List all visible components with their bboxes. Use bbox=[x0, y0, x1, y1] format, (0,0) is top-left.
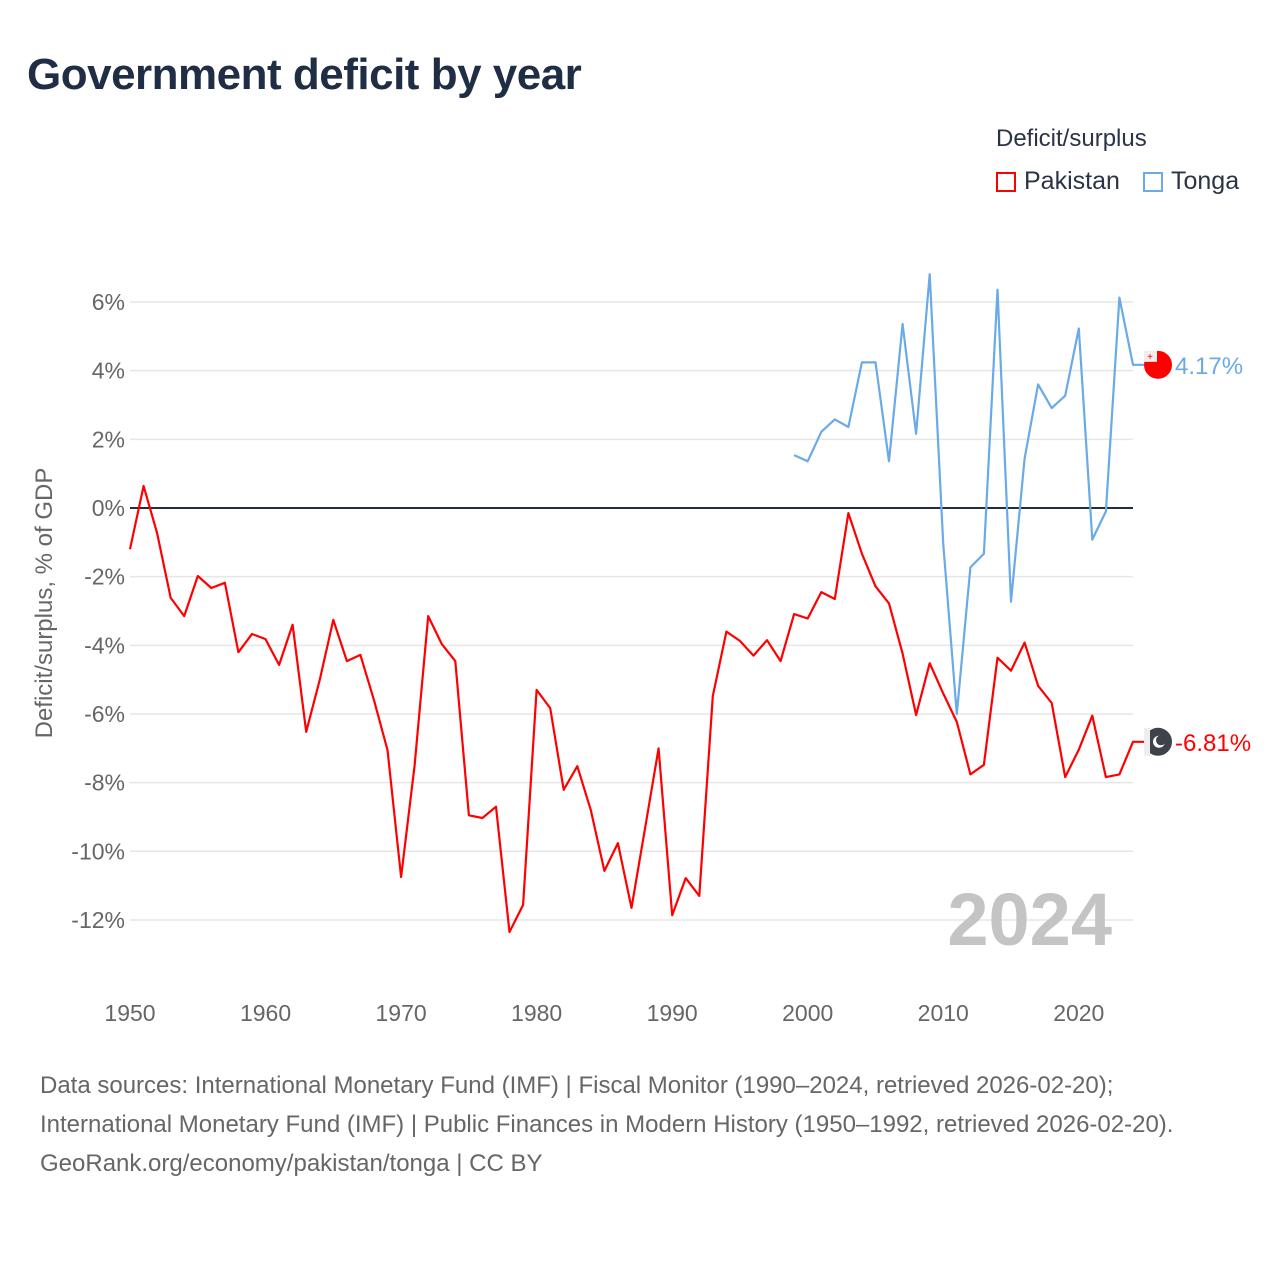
pakistan-flag-crescent-cut bbox=[1156, 735, 1166, 746]
series-line-pakistan bbox=[128, 484, 1145, 934]
line-chart: 6% 4% 2% 0% -2% -4% -6% -8% -10% -12% 1950 1960 197… bbox=[31, 273, 1251, 1026]
x-tick-label: 1950 bbox=[104, 1000, 155, 1026]
x-tick-label: 1980 bbox=[511, 1000, 562, 1026]
y-tick-label: -8% bbox=[84, 770, 125, 796]
x-tick-label: 1960 bbox=[240, 1000, 291, 1026]
legend-item-tonga[interactable]: Tonga bbox=[1143, 167, 1239, 196]
y-tick-label: -12% bbox=[71, 907, 125, 933]
y-tick-label: 6% bbox=[92, 289, 125, 315]
y-tick-label: -6% bbox=[84, 701, 125, 727]
tonga-flag-cross: + bbox=[1147, 352, 1153, 363]
x-tick-label: 1990 bbox=[647, 1000, 698, 1026]
end-value-label-pakistan: -6.81% bbox=[1175, 730, 1251, 757]
x-tick-label: 2010 bbox=[918, 1000, 969, 1026]
y-tick-label: -10% bbox=[71, 838, 125, 864]
legend-item-pakistan[interactable]: Pakistan bbox=[996, 167, 1120, 196]
x-tick-label: 2020 bbox=[1053, 1000, 1104, 1026]
pakistan-flag-stripe bbox=[1144, 727, 1150, 756]
y-tick-label: -4% bbox=[84, 632, 125, 658]
x-tick-label: 1970 bbox=[375, 1000, 426, 1026]
y-tick-label: 2% bbox=[92, 426, 125, 452]
legend-swatch-pakistan bbox=[996, 171, 1016, 192]
credit-link[interactable]: GeoRank.org/economy/pakistan/tonga | CC … bbox=[40, 1150, 543, 1177]
y-tick-label: -2% bbox=[84, 564, 125, 590]
legend-label: Tonga bbox=[1171, 167, 1240, 195]
data-sources: Data sources: International Monetary Fun… bbox=[40, 1072, 1174, 1138]
legend-title: Deficit/surplus bbox=[996, 125, 1147, 152]
year-watermark: 2024 bbox=[947, 878, 1112, 961]
legend-swatch-tonga bbox=[1143, 171, 1163, 192]
chart-title: Government deficit by year bbox=[27, 50, 582, 99]
legend-label: Pakistan bbox=[1024, 167, 1120, 195]
y-tick-label: 0% bbox=[92, 495, 125, 521]
tonga-flag-canton bbox=[1144, 350, 1157, 362]
end-value-label-tonga: 4.17% bbox=[1175, 353, 1243, 380]
y-axis-label: Deficit/surplus, % of GDP bbox=[31, 468, 58, 739]
y-tick-label: 4% bbox=[92, 358, 125, 384]
x-tick-label: 2000 bbox=[782, 1000, 833, 1026]
series-line-tonga bbox=[793, 273, 1145, 716]
footer: Data sources: International Monetary Fun… bbox=[40, 1066, 1240, 1183]
